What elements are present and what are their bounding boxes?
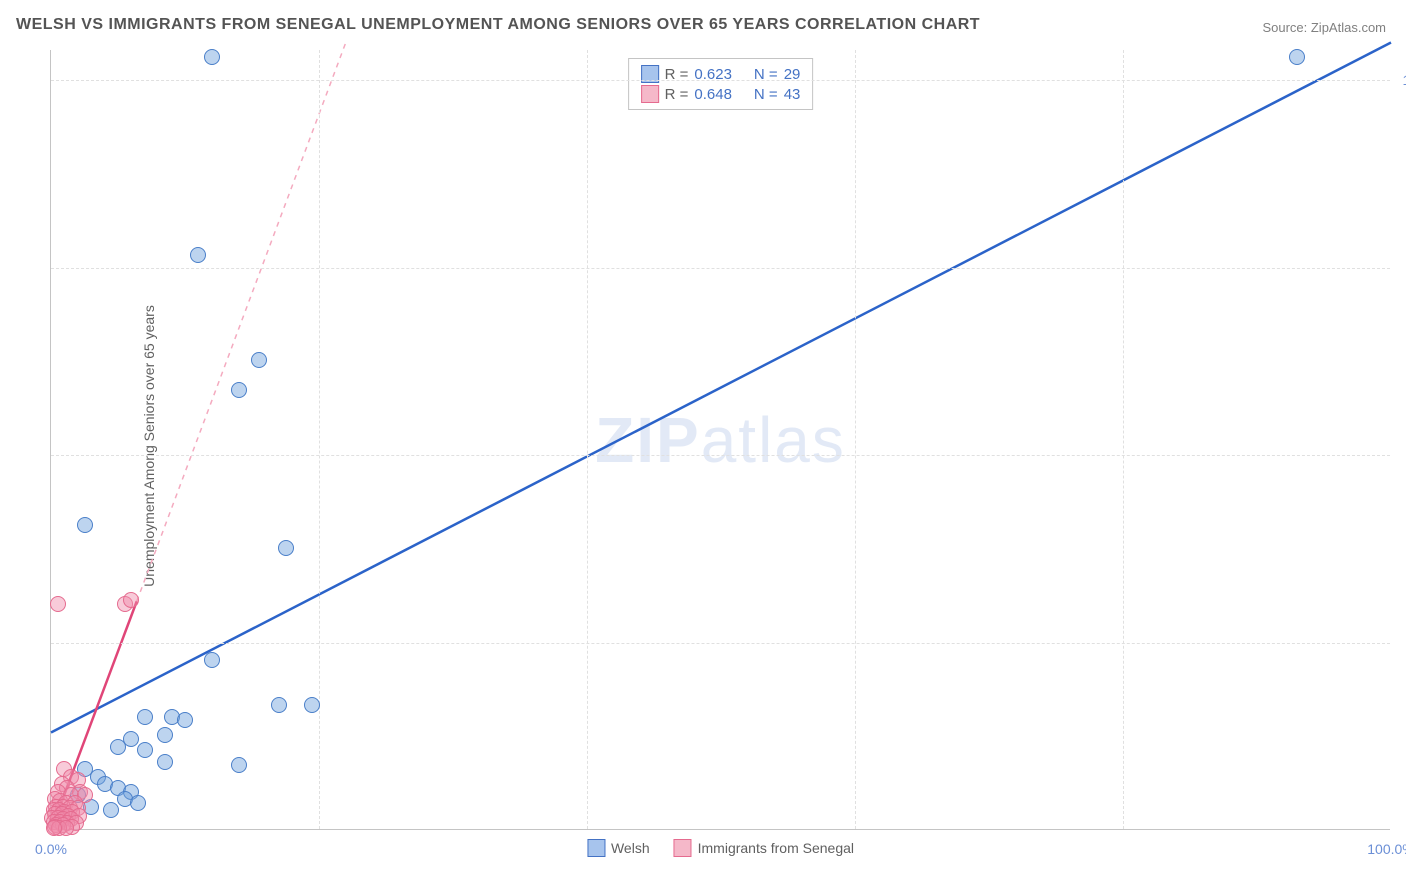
data-point: [77, 517, 93, 533]
gridline-v: [1123, 50, 1124, 829]
data-point: [231, 757, 247, 773]
data-point: [204, 49, 220, 65]
data-point: [1289, 49, 1305, 65]
data-point: [103, 802, 119, 818]
gridline-v: [319, 50, 320, 829]
data-point: [46, 820, 62, 836]
chart-title: WELSH VS IMMIGRANTS FROM SENEGAL UNEMPLO…: [16, 16, 980, 34]
gridline-v: [855, 50, 856, 829]
source-label: Source: ZipAtlas.com: [1262, 20, 1386, 35]
y-tick-label: 100.0%: [1403, 72, 1406, 88]
legend-series: Welsh Immigrants from Senegal: [587, 839, 854, 857]
x-tick-label: 100.0%: [1367, 841, 1406, 857]
data-point: [278, 540, 294, 556]
n-value: 43: [784, 86, 801, 103]
data-point: [190, 247, 206, 263]
legend-stat-row: R = 0.648 N = 43: [641, 85, 801, 103]
data-point: [110, 739, 126, 755]
gridline-h: [51, 80, 1390, 81]
data-point: [50, 596, 66, 612]
x-tick-label: 0.0%: [35, 841, 67, 857]
legend-item: Immigrants from Senegal: [674, 839, 854, 857]
gridline-v: [587, 50, 588, 829]
gridline-h: [51, 268, 1390, 269]
plot-area: ZIPatlas R = 0.623 N = 29 R = 0.648 N = …: [50, 50, 1390, 830]
r-label: R =: [665, 86, 689, 103]
data-point: [123, 592, 139, 608]
data-point: [231, 382, 247, 398]
legend-swatch: [674, 839, 692, 857]
data-point: [304, 697, 320, 713]
r-value: 0.648: [694, 86, 732, 103]
data-point: [137, 742, 153, 758]
data-point: [137, 709, 153, 725]
data-point: [157, 754, 173, 770]
data-point: [130, 795, 146, 811]
legend-label: Immigrants from Senegal: [698, 840, 854, 856]
legend-swatch: [587, 839, 605, 857]
data-point: [157, 727, 173, 743]
data-point: [271, 697, 287, 713]
legend-label: Welsh: [611, 840, 650, 856]
data-point: [251, 352, 267, 368]
data-point: [177, 712, 193, 728]
legend-item: Welsh: [587, 839, 650, 857]
legend-stats: R = 0.623 N = 29 R = 0.648 N = 43: [628, 58, 814, 110]
gridline-h: [51, 643, 1390, 644]
data-point: [204, 652, 220, 668]
gridline-h: [51, 455, 1390, 456]
trend-lines: [51, 50, 1390, 829]
legend-swatch: [641, 85, 659, 103]
n-label: N =: [754, 86, 778, 103]
